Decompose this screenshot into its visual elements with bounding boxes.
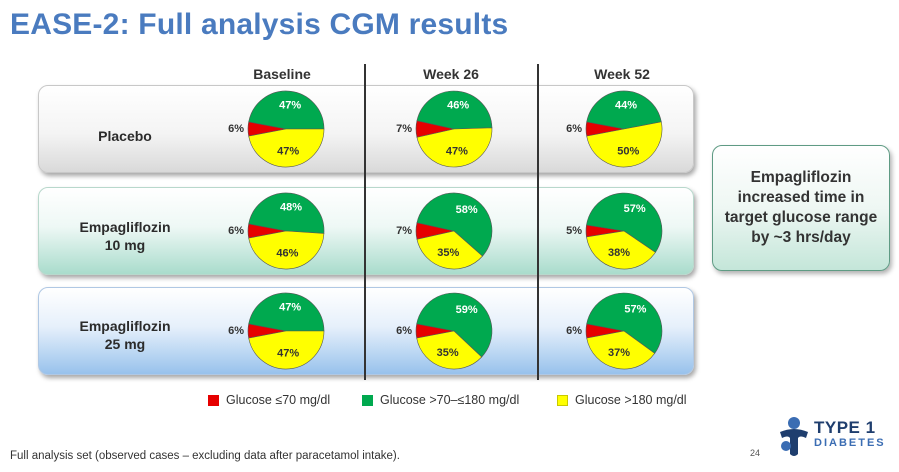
pie-empagliflozin-25-mg-week-26-label-low: 6% (396, 325, 412, 337)
row-label-empagliflozin-10mg: Empagliflozin 10 mg (50, 218, 200, 254)
logo-text-line2: DIABETES (814, 437, 886, 449)
pie-placebo-week-26-slice-high (416, 127, 493, 168)
pie-empagliflozin-10-mg-baseline-label-target: 48% (280, 202, 302, 214)
row-label-line: 25 mg (104, 336, 146, 352)
pie-placebo-baseline-label-low: 6% (228, 123, 244, 135)
pie-empagliflozin-10-mg-baseline-slice-high (248, 230, 325, 270)
pie-empagliflozin-10-mg-week-26-label-low: 7% (396, 225, 412, 237)
page-number: 24 (750, 448, 761, 458)
column-header-week26: Week 26 (423, 66, 479, 82)
pie-empagliflozin-25-mg-baseline-slice-target (248, 292, 325, 332)
legend-label: Glucose >180 mg/dl (575, 393, 687, 407)
pie-empagliflozin-10-mg-week-26-label-high: 35% (437, 247, 459, 259)
logo-text-line1: TYPE 1 (814, 418, 876, 437)
legend-label: Glucose ≤70 mg/dl (226, 393, 331, 407)
pie-placebo-baseline-label-target: 47% (279, 99, 301, 111)
pie-placebo-week-26-label-high: 47% (446, 146, 468, 158)
pie-placebo-week-26-slice-target (416, 90, 493, 130)
page-title: EASE-2: Full analysis CGM results (10, 8, 509, 41)
footnote: Full analysis set (observed cases – excl… (10, 450, 400, 462)
pie-empagliflozin-10-mg-baseline-label-low: 6% (228, 225, 244, 237)
pie-empagliflozin-10-mg-week-26-label-target: 58% (456, 204, 478, 216)
pie-empagliflozin-10-mg-week-52-slice-high (586, 230, 656, 270)
pie-empagliflozin-25-mg-baseline-slice-high (248, 330, 325, 370)
pie-empagliflozin-25-mg-baseline-label-low: 6% (228, 325, 244, 337)
pie-empagliflozin-10-mg-week-26-slice-high (416, 230, 483, 270)
row-band-empagliflozin-25mg (38, 287, 694, 375)
pie-placebo-week-52-label-low: 6% (566, 123, 582, 135)
pie-placebo-week-26-label-target: 46% (447, 99, 469, 111)
pie-empagliflozin-10-mg-week-52-label-target: 57% (624, 203, 646, 215)
pie-empagliflozin-25-mg-week-26-slice-target (416, 292, 493, 358)
pie-placebo-week-52-slice-target (586, 90, 662, 130)
row-band-empagliflozin-10mg (38, 187, 694, 275)
pie-empagliflozin-25-mg-baseline-label-high: 47% (277, 348, 299, 360)
row-label-line: Empagliflozin (79, 318, 171, 334)
row-band-placebo (38, 85, 694, 173)
legend-item-target: Glucose >70–≤180 mg/dl (362, 392, 519, 408)
pie-empagliflozin-10-mg-baseline-label-high: 46% (276, 248, 298, 260)
pie-placebo-baseline-slice-target (248, 90, 325, 130)
pie-empagliflozin-25-mg-week-52-slice-target (586, 292, 663, 354)
row-label-placebo-text: Placebo (98, 128, 152, 144)
pie-placebo-week-52-label-high: 50% (617, 145, 639, 157)
row-label-line: 10 mg (104, 237, 146, 253)
column-divider (537, 64, 539, 380)
pie-placebo-week-52-label-target: 44% (615, 99, 637, 111)
pie-placebo-baseline-slice-high (248, 128, 325, 168)
row-label-line: Empagliflozin (79, 219, 171, 235)
type1-diabetes-logo: TYPE 1 DIABETES (776, 416, 894, 460)
pie-empagliflozin-25-mg-week-52-label-low: 6% (566, 325, 582, 337)
pie-empagliflozin-10-mg-week-52-slice-target (586, 192, 663, 253)
column-header-baseline: Baseline (253, 66, 311, 82)
pie-empagliflozin-10-mg-week-26-slice-target (416, 192, 493, 257)
row-label-empagliflozin-25mg: Empagliflozin 25 mg (50, 317, 200, 353)
legend-swatch-green (362, 394, 373, 406)
pie-empagliflozin-25-mg-week-26-label-target: 59% (456, 304, 478, 316)
pie-empagliflozin-10-mg-week-52-label-low: 5% (566, 225, 582, 237)
pie-placebo-week-26-label-low: 7% (396, 123, 412, 135)
column-header-week52: Week 52 (594, 66, 650, 82)
pie-empagliflozin-25-mg-week-26-label-high: 35% (437, 347, 459, 359)
legend-swatch-yellow (557, 394, 568, 406)
row-label-placebo: Placebo (50, 127, 200, 145)
legend-label: Glucose >70–≤180 mg/dl (380, 393, 520, 407)
logo-figure-icon (780, 417, 808, 456)
pie-placebo-baseline-label-high: 47% (277, 146, 299, 158)
legend-item-low: Glucose ≤70 mg/dl (208, 392, 330, 408)
pie-empagliflozin-25-mg-baseline-label-target: 47% (279, 301, 301, 313)
legend-swatch-red (208, 394, 219, 406)
pie-empagliflozin-10-mg-week-52-label-high: 38% (608, 247, 630, 259)
callout-box: Empagliflozin increased time in target g… (712, 145, 890, 271)
pie-empagliflozin-10-mg-baseline-slice-target (248, 192, 325, 234)
pie-empagliflozin-25-mg-week-26-slice-high (416, 330, 483, 370)
column-divider (364, 64, 366, 380)
pie-empagliflozin-25-mg-week-52-label-target: 57% (624, 303, 646, 315)
pie-placebo-week-52-slice-high (586, 121, 663, 168)
pie-empagliflozin-25-mg-week-52-slice-high (586, 330, 656, 370)
pie-empagliflozin-25-mg-week-52-label-high: 37% (608, 347, 630, 359)
legend-item-high: Glucose >180 mg/dl (557, 392, 687, 408)
